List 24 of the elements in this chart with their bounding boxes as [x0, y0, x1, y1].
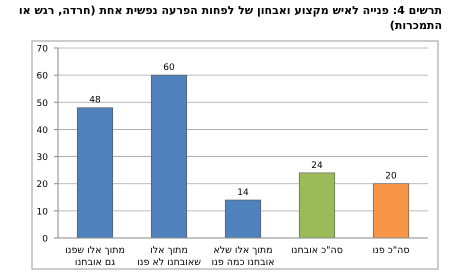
y-tick-label: 40	[36, 126, 48, 136]
y-tick-label: 30	[36, 153, 48, 164]
bar	[224, 200, 262, 238]
y-tick-label: 10	[36, 207, 48, 218]
y-tick-label: 20	[36, 180, 48, 190]
chart-title: תרשים 4: פנייה לאיש מקצוע ואבחון של לפחות הפרעה נפשית אחת (חרדה, רגש או התמכרות)	[18, 3, 442, 33]
bar	[76, 107, 114, 238]
data-label: 14	[237, 188, 249, 198]
y-tick-label: 60	[36, 72, 48, 82]
y-tick-label: 50	[36, 98, 48, 109]
x-tick-label: מתוך אלו שאובחנו לא פנו	[136, 245, 202, 269]
bar	[372, 183, 410, 238]
data-label: 24	[311, 160, 323, 171]
x-tick-label: מתוך אלו שלא אובחנו כמה פנו	[210, 245, 276, 269]
data-label: 20	[385, 172, 397, 182]
x-tick-label: סה"כ אובחנו	[290, 245, 344, 257]
data-label: 48	[89, 96, 101, 106]
x-tick-label: סה"כ פנו	[371, 245, 411, 257]
y-tick-label: 70	[36, 44, 48, 54]
x-tick-label: מתוך אלו שפנו גם אובחנו	[64, 245, 126, 269]
bar	[298, 172, 336, 238]
data-label: 60	[163, 63, 175, 74]
bar	[150, 74, 188, 238]
y-tick-label: 0	[42, 234, 48, 244]
